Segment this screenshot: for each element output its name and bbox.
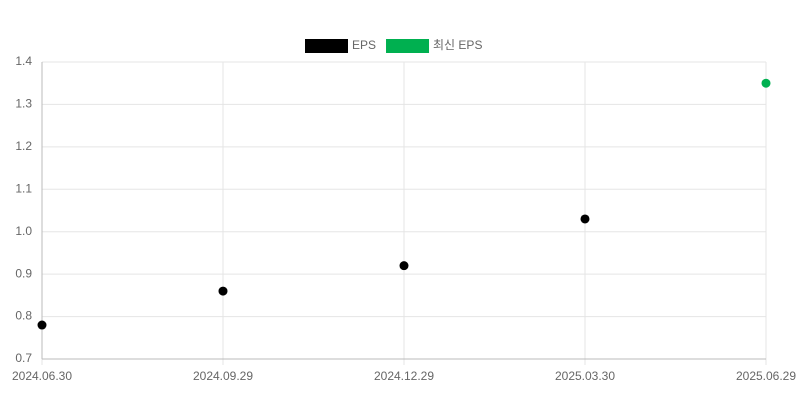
y-tick-label: 1.1 [15, 181, 32, 195]
legend-swatch [305, 39, 348, 53]
legend-swatch [386, 39, 430, 53]
y-tick-label: 1.2 [15, 139, 32, 153]
x-tick-label: 2024.09.29 [193, 369, 253, 383]
point [218, 286, 228, 296]
y-tick-label: 0.9 [15, 266, 32, 280]
y-tick-label: 0.8 [15, 309, 32, 323]
point [580, 214, 590, 224]
point [399, 261, 409, 271]
legend-label: EPS [352, 38, 376, 52]
y-tick-label: 1.4 [15, 54, 32, 68]
legend-label: 최신 EPS [433, 38, 482, 52]
y-tick-label: 1.3 [15, 97, 32, 111]
y-tick-label: 1.0 [15, 224, 32, 238]
point [37, 320, 47, 330]
x-tick-label: 2024.06.30 [12, 369, 72, 383]
x-tick-label: 2025.03.30 [555, 369, 615, 383]
y-tick-label: 0.7 [15, 351, 32, 365]
x-tick-label: 2024.12.29 [374, 369, 434, 383]
point [761, 78, 771, 88]
x-tick-label: 2025.06.29 [736, 369, 796, 383]
